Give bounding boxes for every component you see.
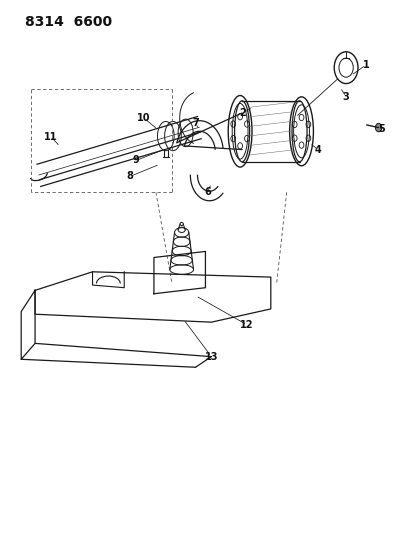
Text: 11: 11 [44, 132, 58, 142]
Text: 1: 1 [363, 60, 369, 70]
Text: 4: 4 [315, 145, 322, 155]
Text: 2: 2 [240, 108, 247, 118]
Text: 9: 9 [133, 156, 140, 165]
Text: 10: 10 [137, 113, 151, 123]
Circle shape [375, 123, 382, 132]
Text: 3: 3 [343, 92, 350, 102]
Text: 6: 6 [204, 187, 211, 197]
Text: 8314  6600: 8314 6600 [25, 14, 112, 29]
Text: 8: 8 [127, 172, 134, 181]
Text: 7: 7 [192, 118, 199, 128]
Text: 12: 12 [240, 320, 254, 330]
Text: 5: 5 [378, 124, 385, 134]
Text: 13: 13 [205, 352, 218, 361]
